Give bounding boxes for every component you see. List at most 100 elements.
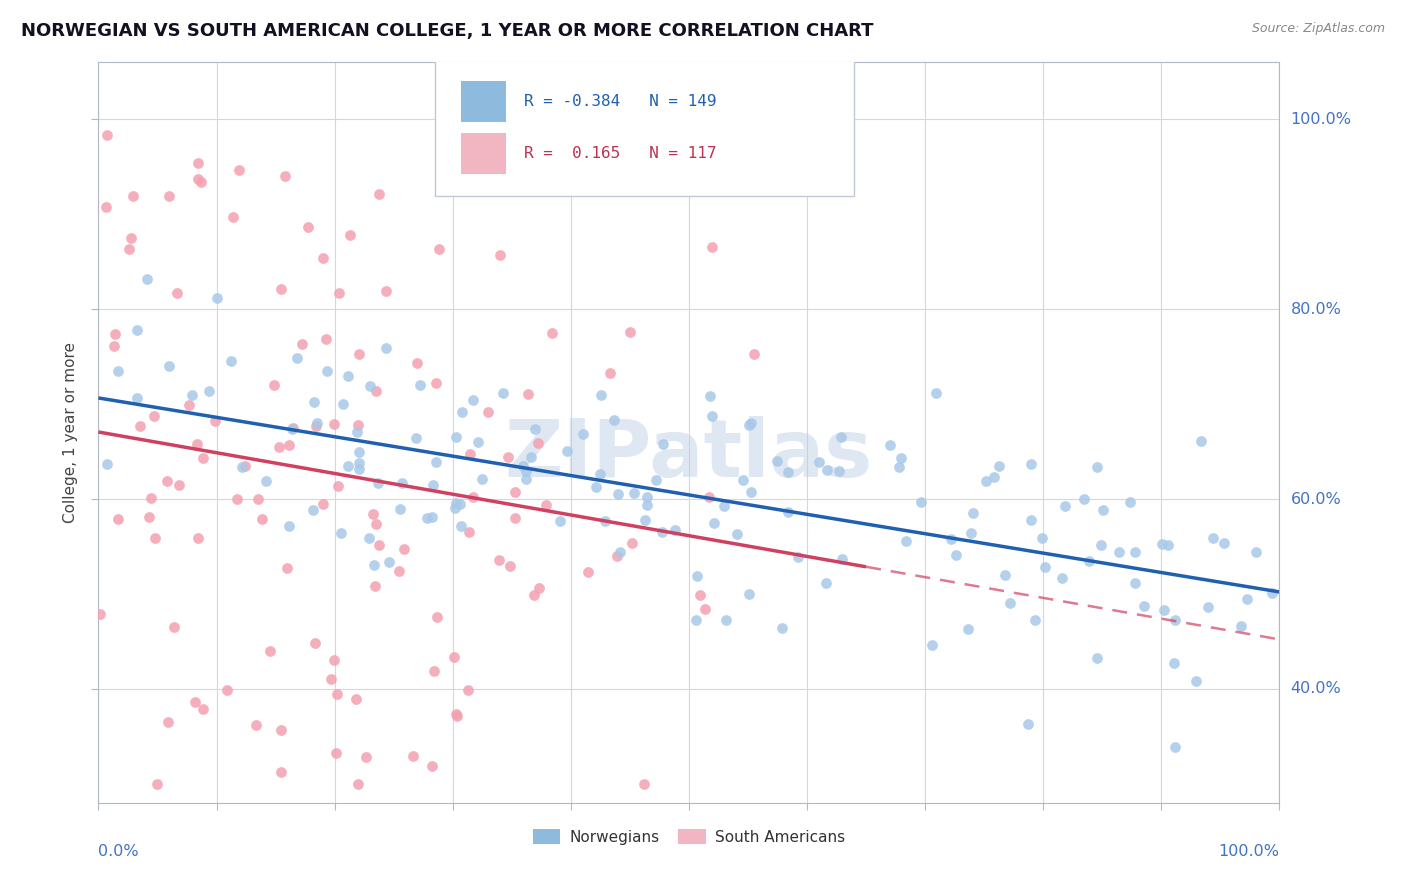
Point (163, 620, 186, 634)
Point (233, 459, 256, 474)
Point (1244, 545, 1267, 559)
Point (364, 516, 387, 531)
Point (1052, 571, 1074, 585)
Point (330, 526, 353, 541)
Point (1077, 554, 1099, 568)
Point (488, 553, 510, 567)
Point (1133, 599, 1156, 613)
Point (278, 438, 301, 452)
Point (808, 455, 831, 469)
Point (910, 495, 932, 509)
Point (664, 523, 686, 537)
Point (1153, 603, 1175, 617)
Point (245, 718, 267, 732)
Point (589, 388, 612, 402)
Point (374, 285, 396, 299)
Point (420, 509, 443, 524)
Text: Source: ZipAtlas.com: Source: ZipAtlas.com (1251, 22, 1385, 36)
Point (697, 490, 720, 504)
Point (326, 687, 349, 701)
Point (319, 672, 342, 686)
Point (766, 454, 789, 468)
Point (534, 498, 557, 512)
Point (278, 518, 301, 533)
FancyBboxPatch shape (434, 59, 855, 195)
Point (1017, 717, 1039, 731)
Point (425, 455, 447, 469)
Point (633, 777, 655, 791)
Text: NORWEGIAN VS SOUTH AMERICAN COLLEGE, 1 YEAR OR MORE CORRELATION CHART: NORWEGIAN VS SOUTH AMERICAN COLLEGE, 1 Y… (21, 22, 873, 40)
Y-axis label: College, 1 year or more: College, 1 year or more (63, 343, 79, 523)
Point (96, 128, 118, 142)
Point (166, 286, 188, 301)
Point (276, 561, 298, 575)
Point (156, 474, 179, 488)
Point (347, 461, 370, 475)
Point (291, 336, 314, 351)
Point (409, 378, 432, 392)
Point (426, 610, 449, 624)
Point (1123, 576, 1146, 591)
Point (685, 613, 707, 627)
Point (1073, 491, 1095, 506)
Point (1236, 591, 1258, 606)
Point (405, 431, 427, 445)
Point (1019, 512, 1042, 526)
Point (191, 702, 214, 716)
Point (962, 506, 984, 520)
Point (125, 323, 148, 337)
Point (368, 538, 391, 552)
Point (425, 376, 447, 390)
Point (526, 436, 548, 450)
Point (945, 548, 967, 562)
Point (228, 163, 250, 178)
Point (515, 472, 537, 486)
Point (305, 419, 328, 434)
Point (1085, 459, 1108, 474)
Point (776, 465, 799, 479)
Point (896, 533, 918, 548)
Point (406, 355, 429, 369)
Point (254, 474, 277, 488)
Point (312, 497, 335, 511)
Point (128, 418, 150, 433)
Point (593, 514, 616, 528)
Point (458, 525, 481, 540)
Point (190, 175, 212, 189)
Point (361, 507, 384, 521)
Point (603, 413, 626, 427)
Point (529, 582, 551, 596)
Point (1019, 457, 1042, 471)
Point (702, 240, 724, 254)
Text: 100.0%: 100.0% (1291, 112, 1351, 127)
Point (283, 421, 305, 435)
Point (328, 285, 350, 300)
Point (364, 579, 387, 593)
Point (274, 169, 297, 184)
Point (221, 353, 243, 368)
Point (359, 379, 381, 393)
Point (1261, 586, 1284, 600)
Point (347, 445, 370, 459)
Point (388, 501, 411, 516)
Point (651, 437, 673, 451)
Point (269, 440, 291, 454)
Point (416, 511, 439, 525)
Point (606, 549, 628, 564)
Point (524, 422, 547, 436)
Point (141, 491, 163, 506)
Point (959, 526, 981, 541)
Point (118, 242, 141, 256)
Point (187, 156, 209, 170)
FancyBboxPatch shape (461, 133, 506, 174)
Point (520, 450, 543, 465)
Point (357, 532, 380, 546)
Point (332, 397, 354, 411)
Point (1033, 560, 1056, 574)
Point (368, 186, 391, 201)
Point (599, 366, 621, 380)
Point (619, 325, 641, 339)
Point (215, 683, 238, 698)
Point (375, 342, 398, 356)
Point (555, 444, 578, 458)
